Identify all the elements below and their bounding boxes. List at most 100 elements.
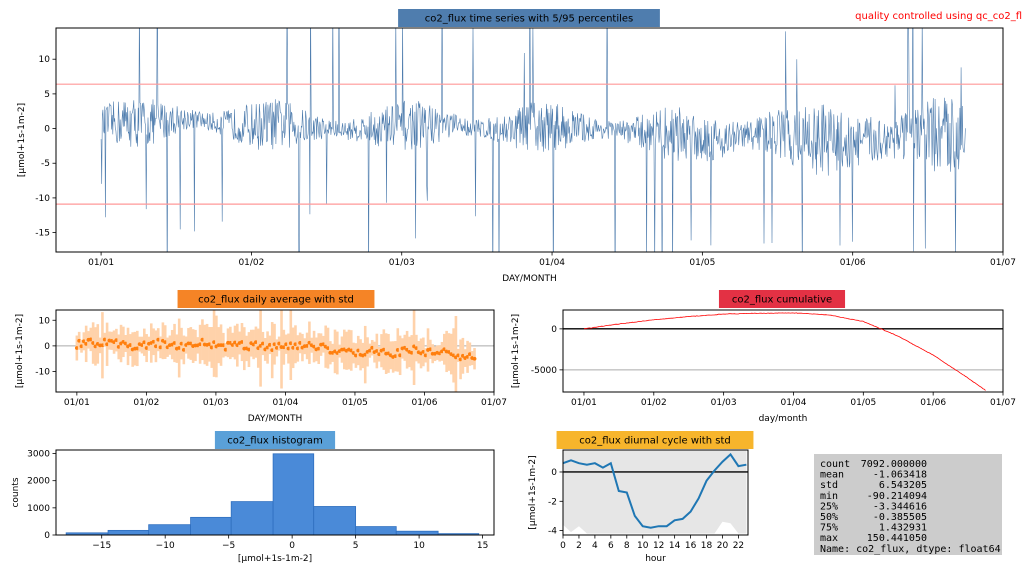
daily-point (142, 340, 147, 345)
histogram-bar (395, 530, 439, 536)
ts-x-tick-label: 01/02 (238, 258, 264, 268)
diurnal-x-tick-label: 0 (560, 541, 566, 551)
diurnal-x-axis-label: hour (645, 554, 666, 564)
daily-point (256, 346, 261, 351)
daily-point (200, 337, 205, 342)
daily-point (135, 346, 140, 351)
hist-y-tick-label: 2000 (27, 477, 50, 487)
daily-y-tick-label: -10 (35, 368, 50, 378)
daily-point (93, 344, 98, 349)
daily-point (88, 337, 93, 342)
daily-point (265, 345, 270, 350)
diurnal-x-tick-label: 8 (624, 541, 630, 551)
daily-point (212, 340, 216, 344)
cum-x-axis-label: day/month (759, 414, 808, 424)
diurnal-title-box (556, 431, 754, 449)
diurnal-y-axis-label: [µmol+1s-1m-2] (528, 455, 538, 529)
ts-x-tick-label: 01/03 (389, 258, 415, 268)
daily-point (351, 351, 356, 355)
daily-x-tick-label: 01/02 (133, 398, 159, 408)
ts-title: co2_flux time series with 5/95 percentil… (425, 14, 634, 25)
hist-x-tick-label: −15 (92, 541, 111, 551)
daily-point (179, 341, 184, 346)
daily-point (274, 345, 279, 350)
diurnal-x-tick-label: 18 (701, 541, 713, 551)
daily-average-chart: 01/01 01/02 01/03 01/04 01/05 01/06 01/07 -10 0 1… (15, 290, 507, 424)
daily-point (395, 348, 400, 352)
histogram-bar (313, 506, 357, 536)
stats-value: -1.063418 (873, 470, 927, 481)
daily-point (198, 342, 203, 347)
daily-point (312, 344, 316, 349)
daily-point (291, 345, 296, 350)
hist-y-tick-label: 1000 (27, 504, 50, 514)
diurnal-x-tick-label: 14 (669, 541, 681, 551)
daily-point (209, 345, 214, 350)
ts-y-tick-label: 10 (39, 55, 51, 65)
ts-y-tick-label: -15 (35, 229, 50, 239)
daily-point (77, 338, 82, 343)
daily-point (81, 339, 86, 344)
cum-x-tick-label: 01/05 (850, 398, 876, 408)
ts-x-axis-label: DAY/MONTH (502, 274, 557, 284)
stats-key: 25% (820, 501, 838, 512)
daily-point (472, 356, 477, 361)
diurnal-title: co2_flux diurnal cycle with std (579, 436, 730, 447)
daily-point (181, 348, 186, 352)
daily-point (102, 337, 107, 342)
daily-point (370, 345, 375, 350)
daily-point (151, 339, 156, 344)
daily-point (381, 347, 386, 352)
histogram-bar (148, 524, 191, 536)
histogram-frame (55, 449, 495, 536)
ts-title-box (398, 9, 660, 27)
timeseries-frame (55, 27, 1004, 253)
hist-x-axis-label: [µmol+1s-1m-2] (238, 554, 312, 564)
daily-point (128, 343, 133, 347)
ts-y-tick-label: 5 (44, 90, 50, 100)
daily-point (247, 347, 251, 352)
ts-y-tick-label: -10 (35, 194, 50, 204)
stats-footer: Name: co2_flux, dtype: float64 (820, 544, 1001, 555)
daily-point (163, 340, 168, 345)
daily-x-tick-label: 01/01 (64, 398, 90, 408)
daily-title-box (177, 290, 375, 308)
hist-y-axis-label: counts (11, 477, 21, 507)
daily-point (240, 340, 244, 344)
daily-point (293, 342, 298, 347)
daily-x-tick-label: 01/07 (481, 398, 507, 408)
daily-x-tick-label: 01/04 (272, 398, 298, 408)
ts-y-tick-label: -5 (41, 159, 50, 169)
diurnal-y-tick-label: 0 (551, 468, 557, 478)
daily-point (123, 341, 128, 346)
daily-point (349, 348, 354, 353)
stats-value: -3.344616 (873, 501, 927, 512)
hist-x-tick-label: 5 (353, 541, 359, 551)
diurnal-frame (562, 449, 749, 536)
stats-value: -0.385505 (873, 512, 927, 523)
daily-point (207, 342, 212, 347)
daily-point (295, 346, 300, 351)
daily-point (261, 341, 265, 346)
ts-x-tick-label: 01/01 (88, 258, 114, 268)
daily-point (281, 345, 286, 350)
daily-point (398, 353, 403, 358)
daily-point (456, 353, 461, 358)
hist-title-box (214, 431, 336, 449)
daily-point (223, 347, 228, 352)
cum-y-tick-label: 0 (551, 325, 557, 335)
stats-value: 7092.000000 (861, 459, 927, 470)
daily-point (177, 346, 182, 350)
stats-value: -90.214094 (867, 491, 927, 502)
daily-y-tick-label: 10 (39, 316, 51, 326)
daily-point (221, 343, 226, 348)
daily-point (254, 340, 258, 345)
diurnal-y-tick-label: -4 (548, 527, 557, 537)
daily-point (116, 344, 121, 349)
cum-title: co2_flux cumulative (732, 295, 832, 306)
histogram-chart: −15 −10 −5 0 5 10 15 0 1000 2000 3000 counts [µmol+1… (11, 431, 495, 564)
daily-point (356, 348, 361, 353)
daily-point (298, 341, 303, 345)
stats-key: count (820, 459, 850, 470)
daily-point (79, 344, 84, 349)
